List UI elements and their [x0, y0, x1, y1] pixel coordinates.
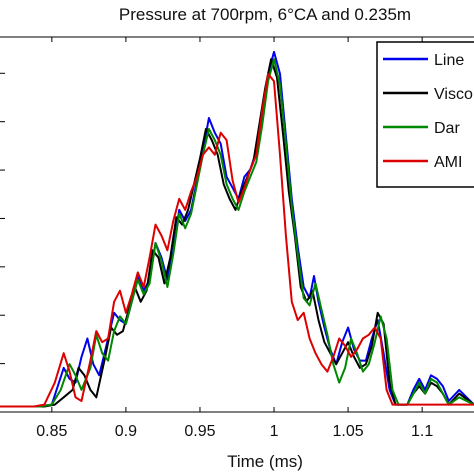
- series-line-dar: [0, 58, 474, 408]
- chart-title: Pressure at 700rpm, 6°CA and 0.235m: [119, 5, 411, 24]
- x-tick-label: 0.9: [115, 423, 137, 440]
- legend-label-visco: Visco: [434, 86, 473, 103]
- series-layer: [0, 50, 474, 408]
- legend-label-line: Line: [434, 52, 464, 69]
- legend-label-ami: AMI: [434, 154, 462, 171]
- x-tick-label: 1.1: [411, 423, 433, 440]
- legend-box: [376, 41, 474, 188]
- x-tick-label: 0.95: [184, 423, 215, 440]
- x-tick-label: 0.85: [36, 423, 67, 440]
- y-ticks: [0, 72, 5, 365]
- x-axis-label: Time (ms): [227, 452, 303, 471]
- x-tick-label: 1: [270, 423, 279, 440]
- x-tick-label: 1.05: [333, 423, 364, 440]
- legend: Line Visco Dar AMI: [376, 41, 474, 188]
- legend-label-dar: Dar: [434, 120, 460, 137]
- series-line-ami: [0, 72, 474, 408]
- x-ticks: 0.85 0.9 0.95 1 1.05 1.1: [36, 37, 433, 440]
